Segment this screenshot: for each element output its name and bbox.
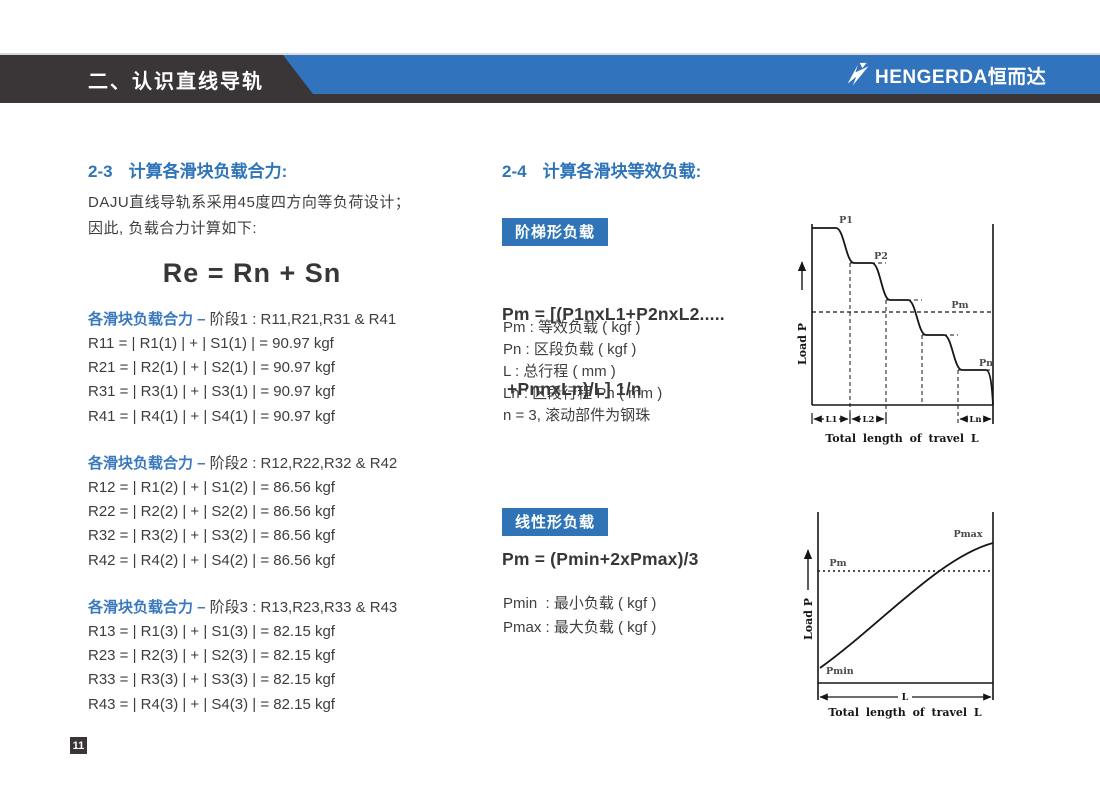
stepped-load-formula-line1: Pm = [(P1nxL1+P2nxL2.....	[502, 304, 725, 324]
definition-line: Pmin : 最小负载 ( kgf )	[503, 595, 657, 612]
stage-1-heading-detail: 阶段1 : R11,R21,R31 & R41	[205, 311, 397, 328]
equation: R11 = | R1(1) | + | S1(1) | = 90.97 kgf	[88, 335, 334, 352]
equation: R12 = | R1(2) | + | S1(2) | = 86.56 kgf	[88, 479, 335, 496]
intro-line-2: 因此, 负载合力计算如下:	[88, 220, 258, 237]
stepped-load-badge-label: 阶梯形负载	[502, 218, 609, 246]
section-title: 二、认识直线导轨	[88, 71, 264, 93]
header-blue-band	[283, 55, 1100, 94]
stage-1-block: 各滑块负载合力 – 阶段1 : R11,R21,R31 & R41 R11 = …	[88, 308, 396, 429]
pm-label: Pm	[829, 558, 846, 569]
resultant-load-formula: Re = Rn + Sn	[162, 258, 342, 288]
definition-line: L : 总行程 ( mm )	[503, 363, 616, 380]
zhengerda-mark-icon	[847, 62, 869, 86]
heading-2-4: 2-4 计算各滑块等效负载:	[502, 157, 701, 182]
heading-2-3-text: 计算各滑块负载合力:	[128, 162, 288, 181]
l2-label: L2	[863, 415, 875, 425]
stage-3-heading-label: 各滑块负载合力 –	[88, 599, 206, 616]
pm-label: Pm	[951, 300, 968, 311]
definition-line: Ln : 区段行程 Pn ( mm )	[503, 385, 663, 402]
linear-load-definitions: Pmin : 最小负载 ( kgf ) Pmax : 最大负载 ( kgf )	[503, 592, 656, 640]
equation: R13 = | R1(3) | + | S1(3) | = 82.15 kgf	[88, 623, 335, 640]
y-axis-label: Load P	[802, 598, 815, 640]
l1-label: L1	[826, 415, 838, 425]
equation: R33 = | R3(3) | + | S3(3) | = 82.15 kgf	[88, 671, 335, 689]
page-number-badge: 11	[70, 737, 87, 754]
x-axis-caption: Total length of travel L	[825, 432, 979, 445]
brand-text: HENGERDA恒而达	[875, 66, 1047, 88]
step-dashed-lines	[849, 262, 993, 424]
heading-2-4-number: 2-4	[502, 162, 527, 181]
stage-3-heading: 各滑块负载合力 – 阶段3 : R13,R23,R33 & R43	[88, 596, 397, 620]
definition-line: Pn : 区段负载 ( kgf )	[503, 341, 637, 358]
stage-2-heading-detail: 阶段2 : R12,R22,R32 & R42	[205, 455, 398, 472]
stage-2-heading: 各滑块负载合力 – 阶段2 : R12,R22,R32 & R42	[88, 452, 397, 476]
equation: R22 = | R2(2) | + | S2(2) | = 86.56 kgf	[88, 503, 335, 521]
stepped-load-diagram: Load P P1 P2 Pm Pn	[790, 210, 1020, 458]
stepped-load-formula-line2: +PnnxLn)/L] 1/n	[502, 379, 642, 399]
linear-load-badge: 线性形负载	[502, 508, 609, 536]
definition-line: Pmax : 最大负载 ( kgf )	[503, 619, 657, 636]
heading-2-4-text: 计算各滑块等效负载:	[542, 162, 702, 181]
stage-1-heading-label: 各滑块负载合力 –	[88, 311, 206, 328]
header-bar: 二、认识直线导轨 HENGERDA恒而达	[0, 53, 1100, 103]
brand-logo: HENGERDA恒而达	[845, 60, 1046, 90]
stage-3-heading-detail: 阶段3 : R13,R23,R33 & R43	[205, 599, 398, 616]
heading-2-3-number: 2-3	[88, 162, 113, 181]
linear-load-badge-label: 线性形负载	[502, 508, 609, 536]
x-axis-caption: Total length of travel L	[828, 706, 982, 719]
stepped-load-formula: Pm = [(P1nxL1+P2nxL2..... +PnnxLn)/L] 1/…	[502, 252, 725, 452]
equation: R41 = | R4(1) | + | S4(1) | = 90.97 kgf	[88, 407, 335, 425]
l-span-label: L	[902, 692, 909, 703]
stage-1-heading: 各滑块负载合力 – 阶段1 : R11,R21,R31 & R41	[88, 308, 396, 332]
intro-line-1: DAJU直线导轨系采用45度四方向等负荷设计；	[88, 194, 411, 211]
equation: R21 = | R2(1) | + | S2(1) | = 90.97 kgf	[88, 359, 335, 377]
pmax-label: Pmax	[953, 529, 982, 540]
linear-load-formula: Pm = (Pmin+2xPmax)/3	[502, 549, 699, 569]
stepped-load-curve	[812, 227, 994, 406]
stepped-load-badge: 阶梯形负载	[502, 218, 609, 246]
definition-line: n = 3, 滚动部件为钢珠	[503, 407, 651, 424]
equation: R31 = | R3(1) | + | S3(1) | = 90.97 kgf	[88, 383, 335, 401]
equation: R43 = | R4(3) | + | S4(3) | = 82.15 kgf	[88, 695, 335, 713]
p2-label: P2	[874, 251, 888, 262]
definition-line: Pm : 等效负载 ( kgf )	[503, 319, 641, 336]
stage-2-heading-label: 各滑块负载合力 –	[88, 455, 206, 472]
linear-load-curve	[819, 542, 994, 669]
stepped-load-definitions: Pm : 等效负载 ( kgf ) Pn : 区段负载 ( kgf ) L : …	[503, 317, 662, 427]
equation: R23 = | R2(3) | + | S2(3) | = 82.15 kgf	[88, 647, 335, 665]
equation: R32 = | R3(2) | + | S3(2) | = 86.56 kgf	[88, 527, 335, 545]
pmin-label: Pmin	[826, 666, 854, 677]
stage-3-block: 各滑块负载合力 – 阶段3 : R13,R23,R33 & R43 R13 = …	[88, 596, 397, 717]
heading-2-3: 2-3 计算各滑块负载合力:	[88, 157, 287, 182]
ln-label: Ln	[969, 415, 981, 425]
p1-label: P1	[839, 215, 853, 226]
pn-label: Pn	[979, 358, 993, 369]
equation: R42 = | R4(2) | + | S4(2) | = 86.56 kgf	[88, 551, 335, 569]
linear-load-diagram: Load P Pmin Pm Pmax L Total length of tr…	[790, 500, 1020, 730]
y-axis-label: Load P	[796, 323, 809, 365]
stage-2-block: 各滑块负载合力 – 阶段2 : R12,R22,R32 & R42 R12 = …	[88, 452, 397, 573]
